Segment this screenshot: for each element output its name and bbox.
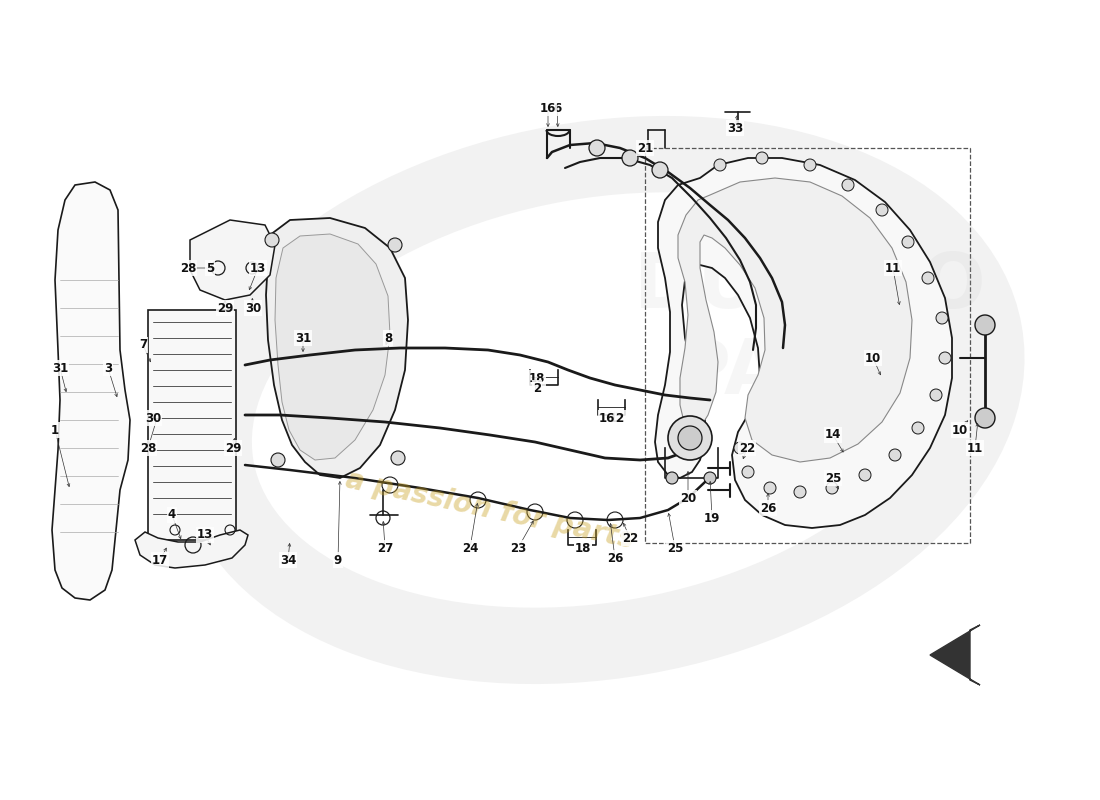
Circle shape	[930, 389, 942, 401]
Text: 34: 34	[279, 554, 296, 566]
Text: 11: 11	[967, 442, 983, 454]
Polygon shape	[678, 178, 912, 462]
Text: 27: 27	[377, 542, 393, 554]
Circle shape	[975, 315, 996, 335]
Text: 23: 23	[510, 542, 526, 554]
Text: 20: 20	[680, 491, 696, 505]
Text: 12: 12	[609, 411, 625, 425]
Text: 13: 13	[197, 529, 213, 542]
Text: 15: 15	[575, 542, 591, 554]
Text: a passion for parts: a passion for parts	[343, 466, 637, 554]
Text: 21: 21	[637, 142, 653, 154]
Bar	[645, 148, 970, 543]
Circle shape	[756, 152, 768, 164]
Circle shape	[764, 482, 776, 494]
Text: 17: 17	[152, 554, 168, 566]
Circle shape	[889, 449, 901, 461]
Circle shape	[666, 472, 678, 484]
Circle shape	[826, 482, 838, 494]
Polygon shape	[190, 220, 275, 300]
Text: 1: 1	[51, 423, 59, 437]
Text: 4: 4	[168, 509, 176, 522]
Circle shape	[936, 312, 948, 324]
Text: 16: 16	[540, 102, 557, 114]
Circle shape	[902, 236, 914, 248]
Circle shape	[652, 162, 668, 178]
Text: 8: 8	[384, 331, 392, 345]
Text: 24: 24	[462, 542, 478, 554]
Text: 29: 29	[217, 302, 233, 314]
Circle shape	[678, 426, 702, 450]
Circle shape	[265, 233, 279, 247]
Text: 7: 7	[139, 338, 147, 351]
Text: 14: 14	[825, 429, 842, 442]
Text: 28: 28	[179, 262, 196, 274]
Text: 31: 31	[52, 362, 68, 374]
Text: 10: 10	[952, 423, 968, 437]
Circle shape	[271, 453, 285, 467]
Text: 30: 30	[145, 411, 161, 425]
Circle shape	[704, 472, 716, 484]
Polygon shape	[135, 530, 248, 568]
Text: 22: 22	[621, 531, 638, 545]
Polygon shape	[266, 218, 408, 478]
Circle shape	[859, 469, 871, 481]
Polygon shape	[654, 158, 952, 528]
Circle shape	[876, 204, 888, 216]
Circle shape	[621, 150, 638, 166]
Circle shape	[390, 451, 405, 465]
Text: 19: 19	[704, 511, 720, 525]
Polygon shape	[930, 625, 980, 685]
Text: 9: 9	[334, 554, 342, 566]
Circle shape	[912, 422, 924, 434]
Text: 18: 18	[529, 371, 546, 385]
Text: DUCATO
PARTS: DUCATO PARTS	[635, 250, 986, 410]
Polygon shape	[275, 234, 390, 460]
Text: 5: 5	[206, 262, 214, 274]
Circle shape	[588, 140, 605, 156]
Text: 29: 29	[224, 442, 241, 454]
Circle shape	[975, 408, 996, 428]
Text: 10: 10	[865, 351, 881, 365]
Text: 11: 11	[884, 262, 901, 274]
Circle shape	[794, 486, 806, 498]
Circle shape	[742, 466, 754, 478]
Text: 6: 6	[553, 102, 561, 114]
Text: 16: 16	[598, 411, 615, 425]
Text: 13: 13	[250, 262, 266, 274]
Circle shape	[842, 179, 854, 191]
Text: 33: 33	[727, 122, 744, 134]
Text: 26: 26	[760, 502, 777, 514]
Circle shape	[804, 159, 816, 171]
Bar	[148, 310, 236, 540]
Circle shape	[668, 416, 712, 460]
Circle shape	[714, 159, 726, 171]
Text: 2: 2	[532, 382, 541, 394]
Text: 18: 18	[575, 542, 591, 554]
Circle shape	[388, 238, 401, 252]
Text: 25: 25	[825, 471, 842, 485]
Polygon shape	[52, 182, 130, 600]
Text: 26: 26	[607, 551, 624, 565]
Circle shape	[734, 442, 746, 454]
Text: 30: 30	[245, 302, 261, 314]
Text: 25: 25	[667, 542, 683, 554]
Circle shape	[939, 352, 952, 364]
Text: 31: 31	[295, 331, 311, 345]
Text: 22: 22	[739, 442, 755, 454]
Text: 28: 28	[140, 442, 156, 454]
Circle shape	[922, 272, 934, 284]
Text: 3: 3	[103, 362, 112, 374]
